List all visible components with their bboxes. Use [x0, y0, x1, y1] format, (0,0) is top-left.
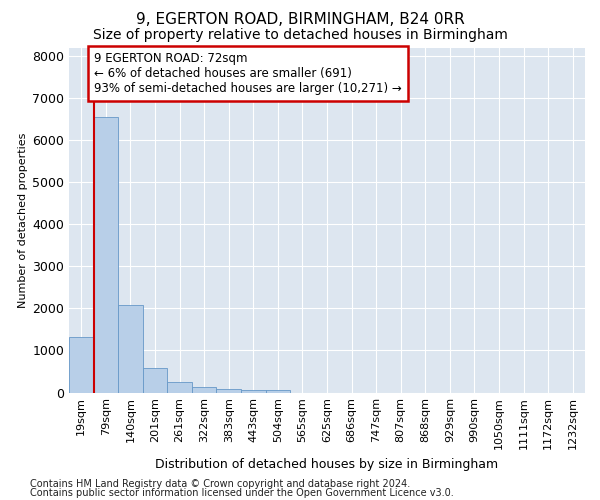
Bar — [192, 386, 217, 392]
Bar — [69, 338, 94, 392]
Text: Contains public sector information licensed under the Open Government Licence v3: Contains public sector information licen… — [30, 488, 454, 498]
Bar — [266, 390, 290, 392]
Y-axis label: Number of detached properties: Number of detached properties — [18, 132, 28, 308]
Bar — [118, 304, 143, 392]
Text: Contains HM Land Registry data © Crown copyright and database right 2024.: Contains HM Land Registry data © Crown c… — [30, 479, 410, 489]
Bar — [241, 390, 266, 392]
Text: 9 EGERTON ROAD: 72sqm
← 6% of detached houses are smaller (691)
93% of semi-deta: 9 EGERTON ROAD: 72sqm ← 6% of detached h… — [94, 52, 402, 94]
Text: Size of property relative to detached houses in Birmingham: Size of property relative to detached ho… — [92, 28, 508, 42]
Text: 9, EGERTON ROAD, BIRMINGHAM, B24 0RR: 9, EGERTON ROAD, BIRMINGHAM, B24 0RR — [136, 12, 464, 28]
Bar — [217, 388, 241, 392]
Bar — [167, 382, 192, 392]
X-axis label: Distribution of detached houses by size in Birmingham: Distribution of detached houses by size … — [155, 458, 499, 470]
Bar — [94, 116, 118, 392]
Bar — [143, 368, 167, 392]
